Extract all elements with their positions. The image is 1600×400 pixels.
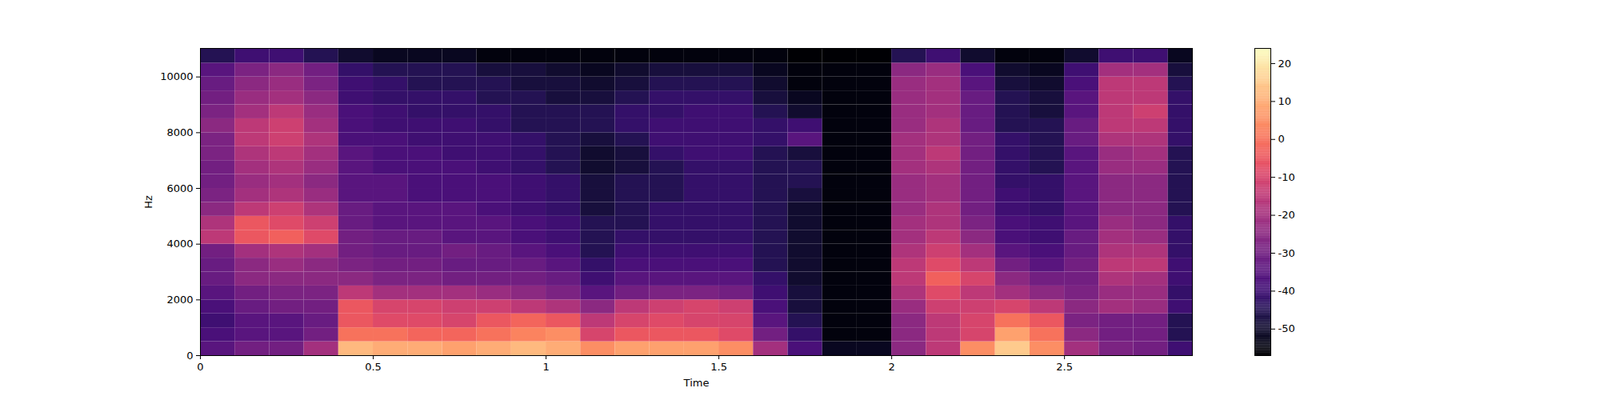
svg-text:-50: -50 xyxy=(1278,322,1296,335)
svg-text:0.5: 0.5 xyxy=(364,360,382,373)
svg-text:-20: -20 xyxy=(1278,208,1296,221)
svg-text:8000: 8000 xyxy=(166,126,193,139)
svg-text:2: 2 xyxy=(888,360,895,373)
svg-text:4000: 4000 xyxy=(166,237,193,250)
svg-text:2.5: 2.5 xyxy=(1056,360,1073,373)
svg-text:-10: -10 xyxy=(1278,171,1296,184)
svg-text:Hz: Hz xyxy=(142,195,155,209)
svg-text:10: 10 xyxy=(1278,95,1292,108)
svg-text:1.5: 1.5 xyxy=(710,360,728,373)
svg-text:Time: Time xyxy=(683,376,710,389)
svg-text:6000: 6000 xyxy=(166,182,193,195)
svg-text:0: 0 xyxy=(196,360,204,373)
svg-text:2000: 2000 xyxy=(166,293,193,306)
svg-text:10000: 10000 xyxy=(160,70,193,83)
svg-text:0: 0 xyxy=(1278,132,1285,145)
svg-text:20: 20 xyxy=(1278,57,1292,70)
svg-text:-30: -30 xyxy=(1278,247,1296,260)
svg-text:1: 1 xyxy=(542,360,549,373)
svg-text:-40: -40 xyxy=(1278,284,1296,297)
svg-text:0: 0 xyxy=(186,349,193,362)
